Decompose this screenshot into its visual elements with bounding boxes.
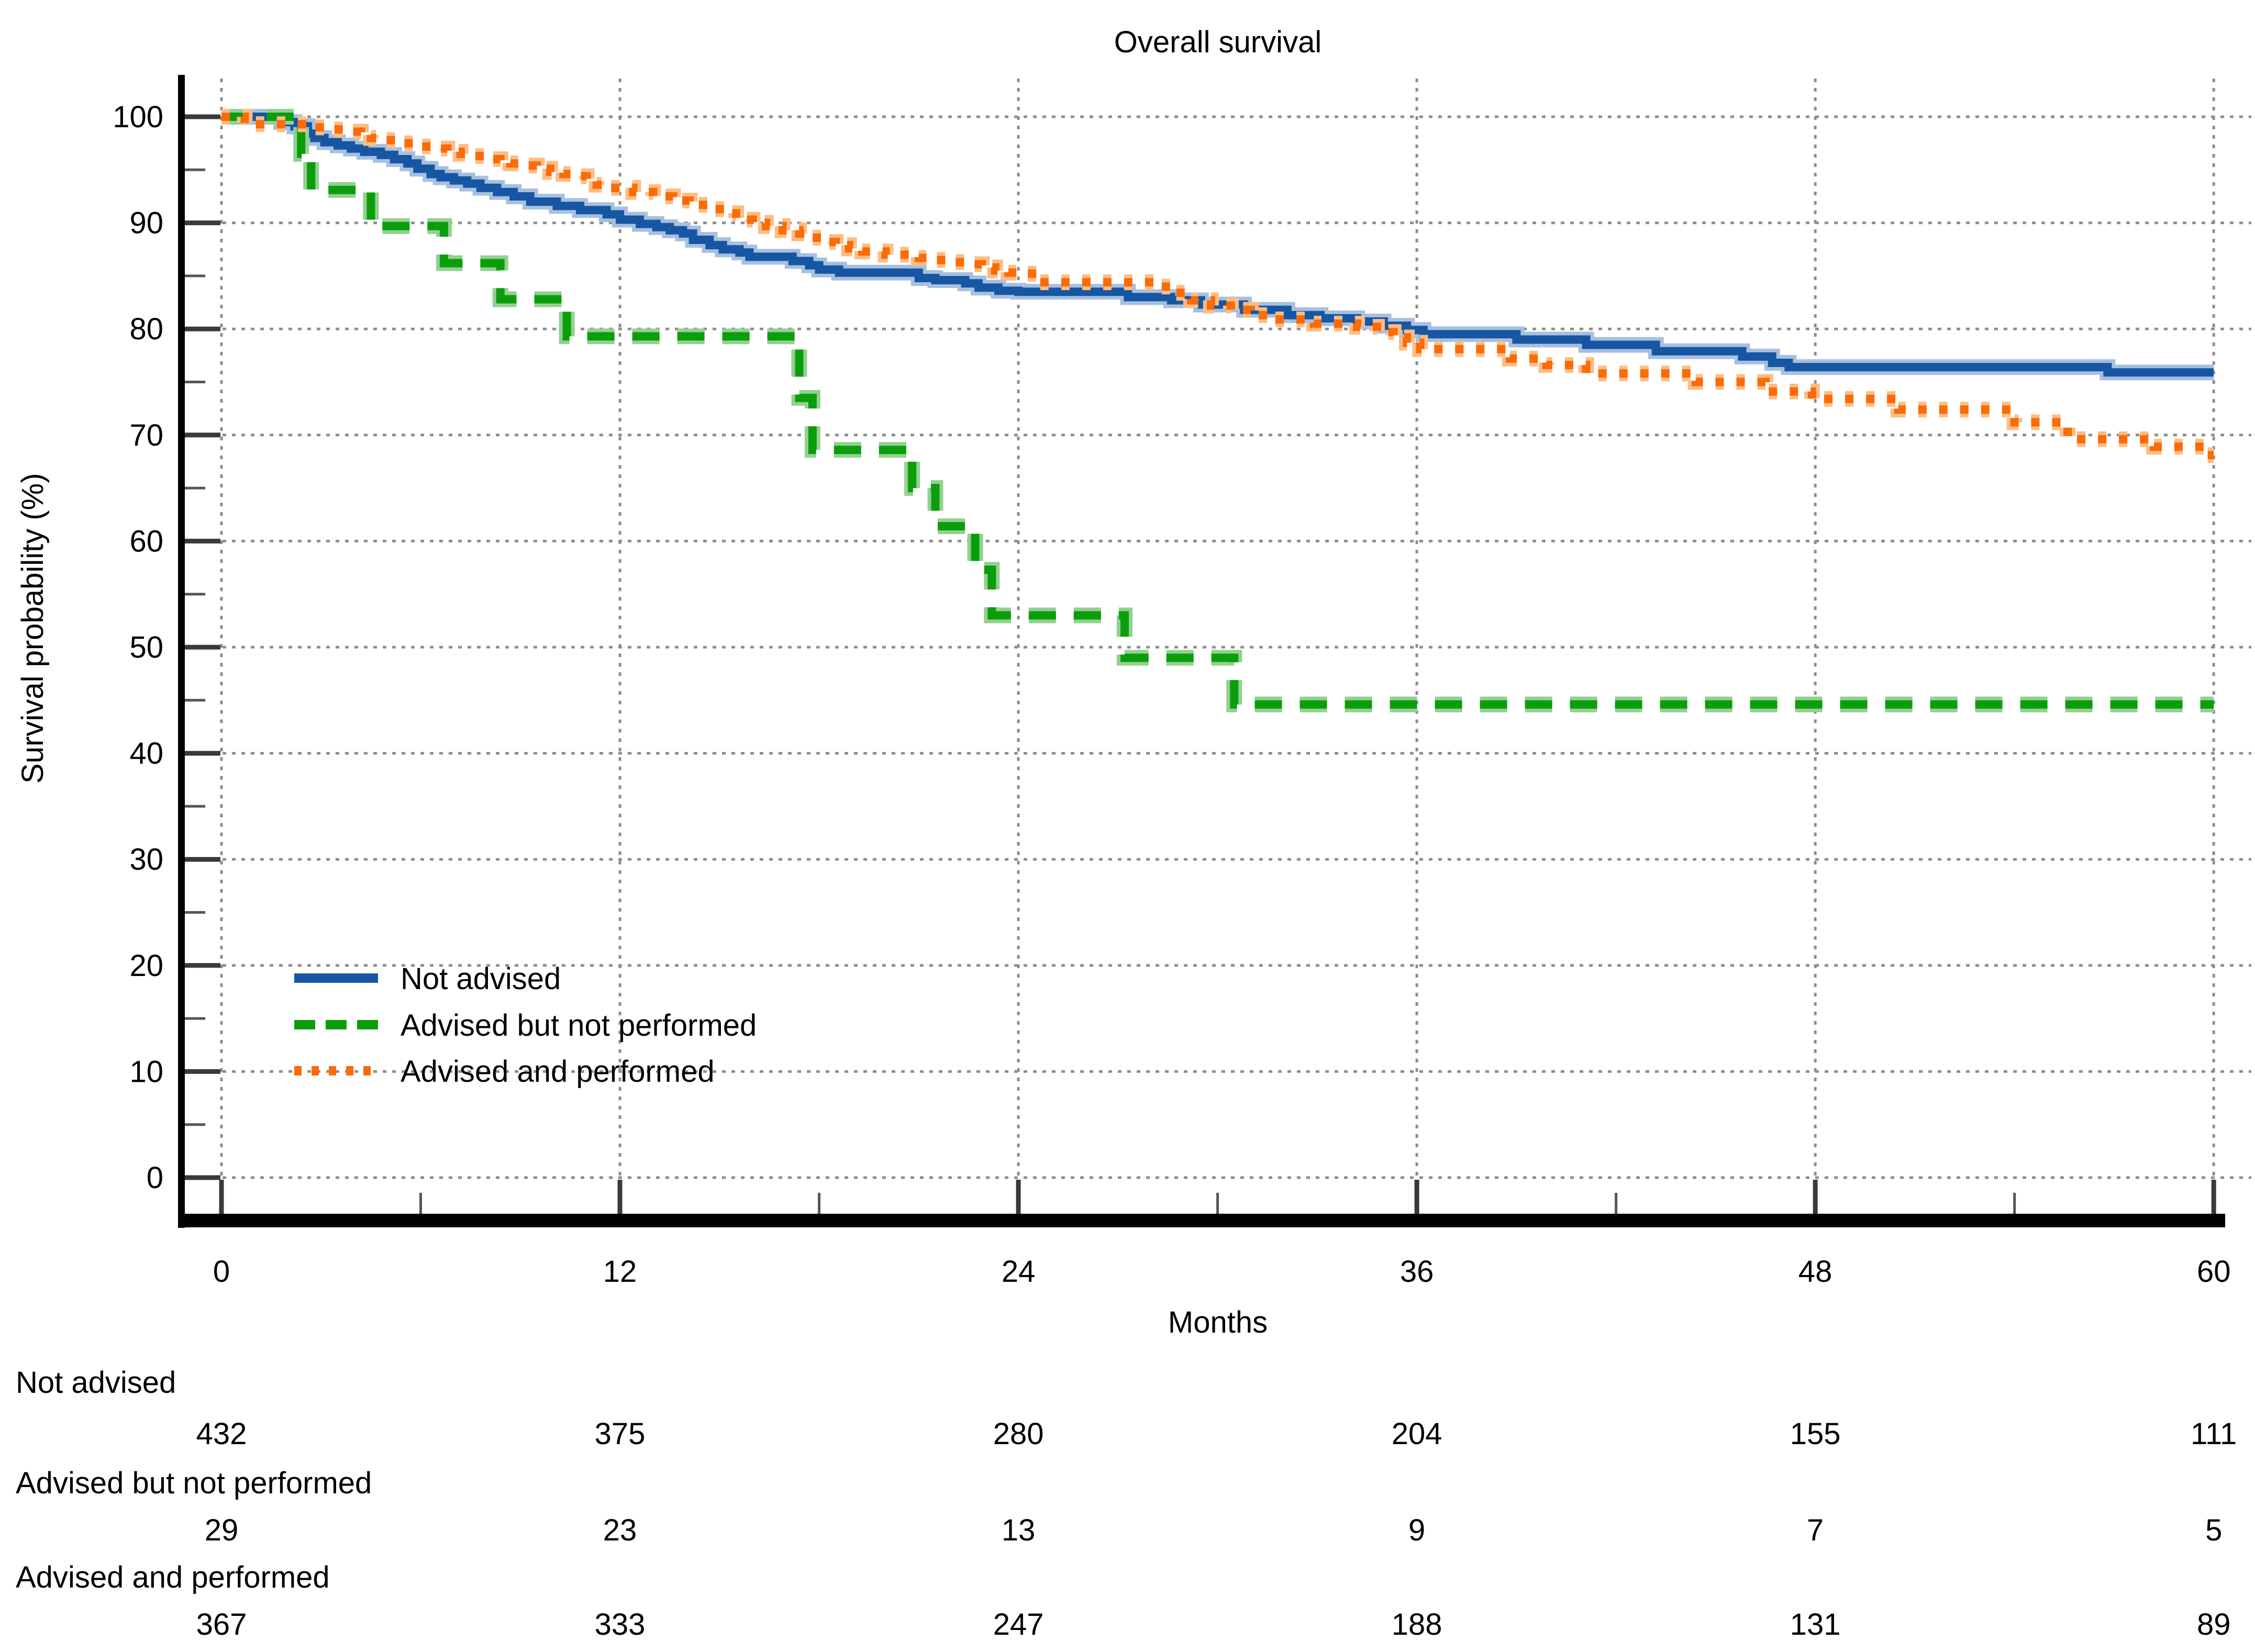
risk-count: 7 (1807, 1513, 1824, 1547)
y-axis-label: Survival probability (%) (16, 473, 50, 783)
risk-count: 155 (1790, 1417, 1841, 1451)
risk-count: 131 (1790, 1607, 1841, 1642)
risk-count: 111 (2191, 1417, 2237, 1451)
axis-ticks (185, 114, 2216, 1214)
risk-count: 13 (1002, 1513, 1036, 1547)
y-tick-label: 10 (129, 1055, 163, 1089)
x-tick-label: 12 (603, 1255, 637, 1289)
x-tick-label: 60 (2197, 1255, 2231, 1289)
legend: Not advised Advised but not performed Advi… (294, 962, 757, 1089)
survival-curves (221, 109, 2215, 713)
curve-halo-not_advised (221, 109, 2214, 381)
x-tick-label: 36 (1400, 1255, 1434, 1289)
risk-count: 432 (196, 1417, 247, 1451)
legend-label-advised_performed: Advised and performed (401, 1055, 715, 1089)
risk-count: 333 (595, 1607, 646, 1642)
x-tick-label: 24 (1002, 1255, 1036, 1289)
gridlines (185, 79, 2251, 1214)
risk-count: 29 (205, 1513, 239, 1547)
risk-row-label-not_advised: Not advised (16, 1366, 176, 1400)
x-axis-label: Months (1168, 1305, 1268, 1339)
risk-count: 5 (2205, 1513, 2222, 1547)
risk-count: 188 (1392, 1607, 1442, 1642)
y-axis-spine (178, 75, 185, 1228)
risk-table: Not advised 432 375 280 204 155 111 Advised but… (16, 1366, 2237, 1642)
risk-count: 247 (993, 1607, 1044, 1642)
x-tick-label: 0 (213, 1255, 230, 1289)
curve-advised_not_performed (221, 113, 2214, 709)
legend-label-advised_not_performed: Advised but not performed (401, 1008, 757, 1043)
risk-count: 204 (1392, 1417, 1442, 1451)
curve-halo-advised_performed (221, 109, 2215, 463)
y-tick-label: 0 (147, 1161, 163, 1195)
y-tick-label: 80 (129, 312, 163, 346)
y-tick-label: 60 (129, 524, 163, 558)
risk-count: 375 (595, 1417, 646, 1451)
y-tick-label: 20 (129, 949, 163, 983)
x-tick-label: 48 (1798, 1255, 1832, 1289)
risk-count: 280 (993, 1417, 1044, 1451)
y-tick-label: 90 (129, 206, 163, 240)
risk-row-label-advised_not_performed: Advised but not performed (16, 1466, 372, 1500)
curve-not_advised (221, 113, 2214, 377)
y-tick-label: 50 (129, 630, 163, 664)
axis-tick-labels: 0 10 20 30 40 50 60 70 80 90 100 0 12 24 36 48 60 (113, 100, 2230, 1289)
y-tick-label: 30 (129, 842, 163, 877)
risk-count: 9 (1408, 1513, 1425, 1547)
curve-halo-advised_not_performed (221, 109, 2214, 713)
risk-count: 23 (603, 1513, 637, 1547)
risk-count: 367 (196, 1607, 247, 1642)
legend-label-not_advised: Not advised (401, 962, 561, 996)
y-tick-label: 100 (113, 100, 163, 134)
risk-count: 89 (2197, 1607, 2231, 1642)
chart-title: Overall survival (1114, 25, 1321, 59)
x-axis-spine (178, 1214, 2225, 1227)
axes: 0 10 20 30 40 50 60 70 80 90 100 0 12 24 36 48 60 (113, 75, 2230, 1289)
curve-advised_performed (221, 113, 2214, 460)
y-tick-label: 40 (129, 737, 163, 771)
y-tick-label: 70 (129, 418, 163, 452)
risk-row-label-advised_performed: Advised and performed (16, 1560, 330, 1594)
